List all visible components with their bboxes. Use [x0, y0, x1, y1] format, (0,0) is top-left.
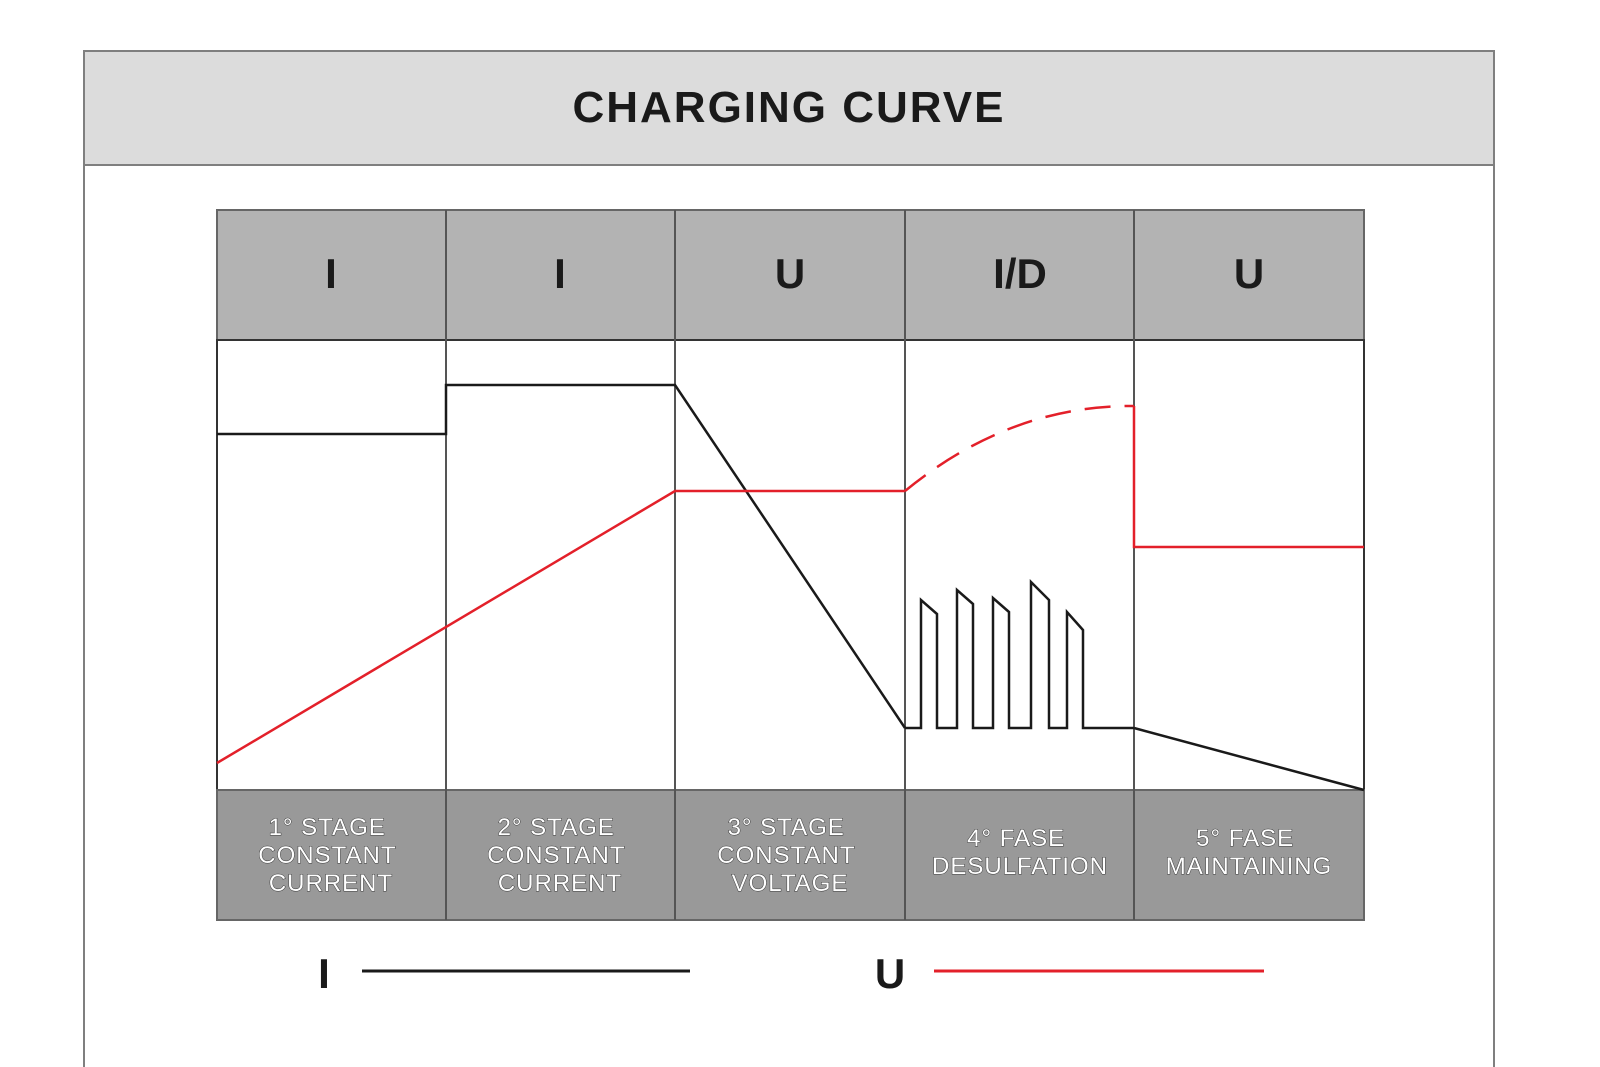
phase-symbol-4: I/D: [993, 250, 1047, 297]
legend-label-current: I: [318, 950, 330, 997]
column-dividers: [445, 210, 1135, 920]
phase-symbol-5: U: [1234, 250, 1264, 297]
legend: I U: [318, 950, 1264, 997]
chart-frame: CHARGING CURVE: [83, 50, 1495, 1067]
title-bar: CHARGING CURVE: [85, 52, 1493, 166]
stage-label-2: 2° STAGE CONSTANT CURRENT: [487, 814, 632, 897]
stage-label-4: 4° FASE DESULFATION: [932, 825, 1108, 880]
desulfation-pulses: [905, 578, 1134, 730]
current-line-maintaining: [1133, 726, 1365, 792]
phase-symbol-1: I: [325, 250, 337, 297]
stage-label-3: 3° STAGE CONSTANT VOLTAGE: [717, 814, 862, 897]
plot-area: [216, 339, 1365, 791]
phase-symbol-3: U: [775, 250, 805, 297]
current-line-stages-1-3: [217, 383, 907, 729]
stage-label-1: 1° STAGE CONSTANT CURRENT: [258, 814, 403, 897]
voltage-line-stages-1-3: [216, 489, 905, 765]
stage-label-5: 5° FASE MAINTAINING: [1166, 825, 1333, 880]
legend-label-voltage: U: [875, 950, 905, 997]
stage-footer-row: [216, 789, 1365, 921]
phase-symbol-2: I: [554, 250, 566, 297]
chart-title: CHARGING CURVE: [572, 83, 1006, 132]
phase-header-row: [216, 209, 1365, 341]
voltage-curve: [216, 404, 1364, 765]
voltage-line-maintaining: [1132, 406, 1364, 549]
voltage-dashed-desulfation: [904, 404, 1135, 492]
current-curve: [217, 383, 1365, 792]
